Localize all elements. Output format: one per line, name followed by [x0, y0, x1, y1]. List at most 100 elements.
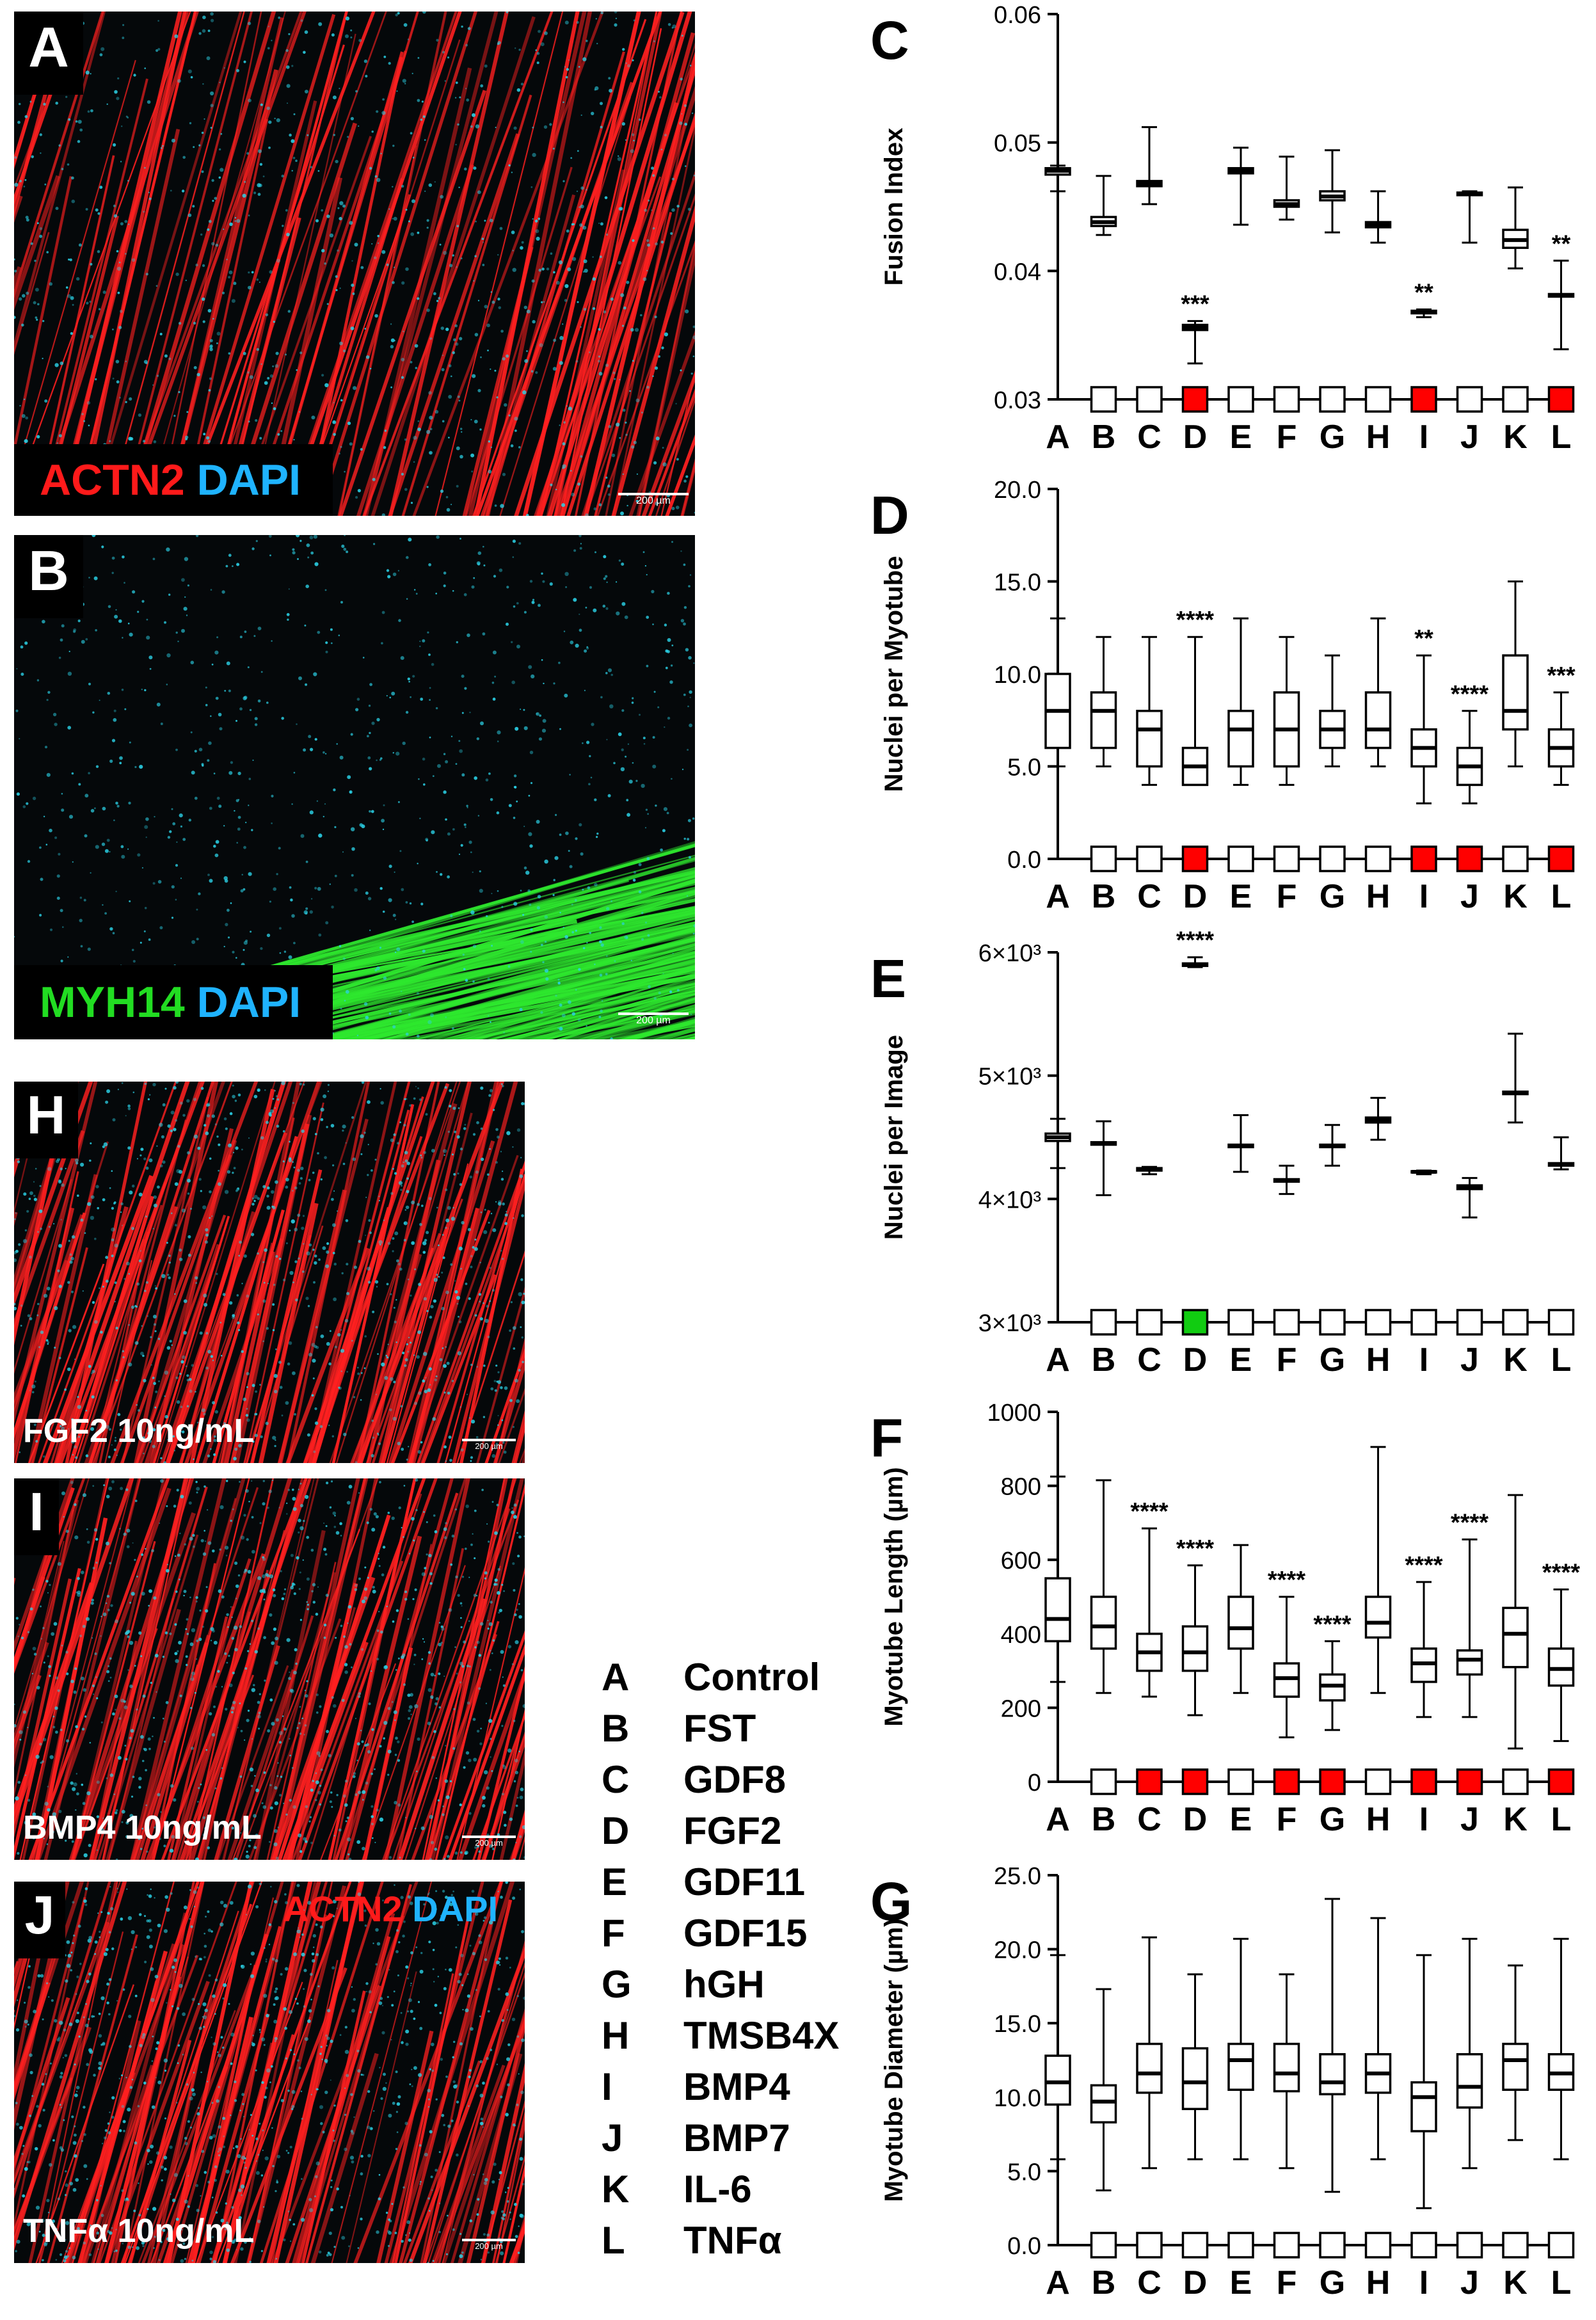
nucleus	[147, 2163, 149, 2165]
nucleus	[134, 1558, 136, 1561]
nucleus	[579, 547, 582, 550]
fiber	[360, 947, 695, 1039]
nucleus	[144, 689, 147, 692]
nucleus	[614, 23, 618, 27]
nucleus	[57, 1562, 61, 1566]
nucleus	[131, 1184, 135, 1188]
nucleus	[364, 1566, 367, 1569]
nucleus	[16, 2122, 19, 2126]
nucleus	[365, 1781, 369, 1785]
fiber	[207, 12, 348, 516]
nucleus	[175, 864, 179, 867]
nucleus	[117, 291, 120, 294]
nucleus	[511, 1507, 513, 1509]
nucleus	[347, 1853, 350, 1856]
nucleus	[364, 1335, 367, 1338]
nucleus	[680, 77, 683, 81]
nucleus	[379, 887, 383, 890]
nucleus	[33, 301, 36, 305]
fiber	[338, 145, 417, 516]
nucleus	[471, 470, 474, 473]
nucleus	[314, 1421, 319, 1425]
nucleus	[317, 886, 321, 891]
nucleus	[320, 1334, 324, 1338]
nucleus	[503, 1590, 505, 1592]
nucleus	[350, 2129, 354, 2133]
fiber	[266, 1562, 337, 1860]
nucleus	[64, 1388, 67, 1391]
nucleus	[203, 1302, 208, 1307]
nucleus	[676, 989, 680, 992]
nucleus	[540, 1011, 543, 1014]
nucleus	[168, 357, 172, 360]
nucleus	[31, 1835, 36, 1839]
nucleus	[436, 1921, 439, 1924]
nucleus	[205, 1233, 209, 1237]
nucleus	[428, 1367, 432, 1371]
nucleus	[609, 88, 613, 93]
nucleus	[175, 1082, 179, 1084]
nucleus	[296, 369, 298, 371]
nucleus	[600, 1009, 603, 1012]
nucleus	[646, 616, 650, 619]
nucleus	[518, 1535, 522, 1539]
nucleus	[301, 1270, 305, 1273]
nucleus	[374, 968, 378, 972]
nucleus	[226, 259, 228, 260]
nucleus	[257, 183, 261, 188]
nucleus	[212, 2042, 216, 2046]
nucleus	[641, 911, 644, 915]
nucleus	[438, 2151, 441, 2154]
nucleus	[223, 67, 226, 69]
nucleus	[278, 1741, 282, 1744]
nucleus	[257, 1627, 260, 1630]
fiber	[90, 1208, 156, 1463]
nucleus	[152, 1428, 156, 1432]
fiber	[156, 12, 262, 516]
nucleus	[114, 1281, 117, 1284]
fiber	[230, 1967, 347, 2263]
fiber	[251, 1225, 324, 1463]
nucleus	[524, 359, 529, 364]
nucleus	[357, 2247, 360, 2249]
nucleus	[483, 1919, 485, 1922]
nucleus	[81, 1676, 84, 1681]
nucleus	[680, 550, 682, 552]
nucleus	[100, 1635, 102, 1637]
nucleus	[140, 1154, 142, 1156]
nucleus	[127, 2239, 130, 2242]
nucleus	[128, 1324, 131, 1326]
fiber	[362, 1647, 413, 1860]
fiber	[119, 12, 253, 516]
fiber	[680, 458, 695, 516]
nucleus	[254, 1650, 258, 1654]
nucleus	[275, 1255, 278, 1258]
nucleus	[115, 1619, 118, 1624]
nucleus	[36, 222, 39, 225]
nucleus	[37, 1231, 40, 1233]
nucleus	[329, 1506, 332, 1509]
nucleus	[107, 692, 111, 695]
nucleus	[169, 2145, 173, 2149]
fiber	[481, 1733, 525, 1860]
nucleus	[249, 1839, 251, 1841]
fiber	[356, 164, 475, 516]
nucleus	[459, 749, 463, 753]
nucleus	[116, 380, 120, 384]
nucleus	[375, 1963, 378, 1965]
nucleus	[621, 709, 625, 712]
nucleus	[203, 433, 206, 436]
nucleus	[323, 1623, 327, 1627]
nucleus	[82, 1802, 86, 1805]
nucleus	[262, 2129, 264, 2132]
nucleus	[205, 1366, 209, 1370]
nucleus	[489, 1920, 493, 1924]
nucleus	[417, 863, 419, 865]
nucleus	[159, 926, 163, 930]
nucleus	[121, 689, 124, 691]
nucleus	[388, 1012, 392, 1015]
nucleus	[299, 351, 303, 355]
nucleus	[373, 1512, 377, 1516]
nucleus	[400, 1405, 403, 1408]
nucleus	[518, 1835, 522, 1839]
